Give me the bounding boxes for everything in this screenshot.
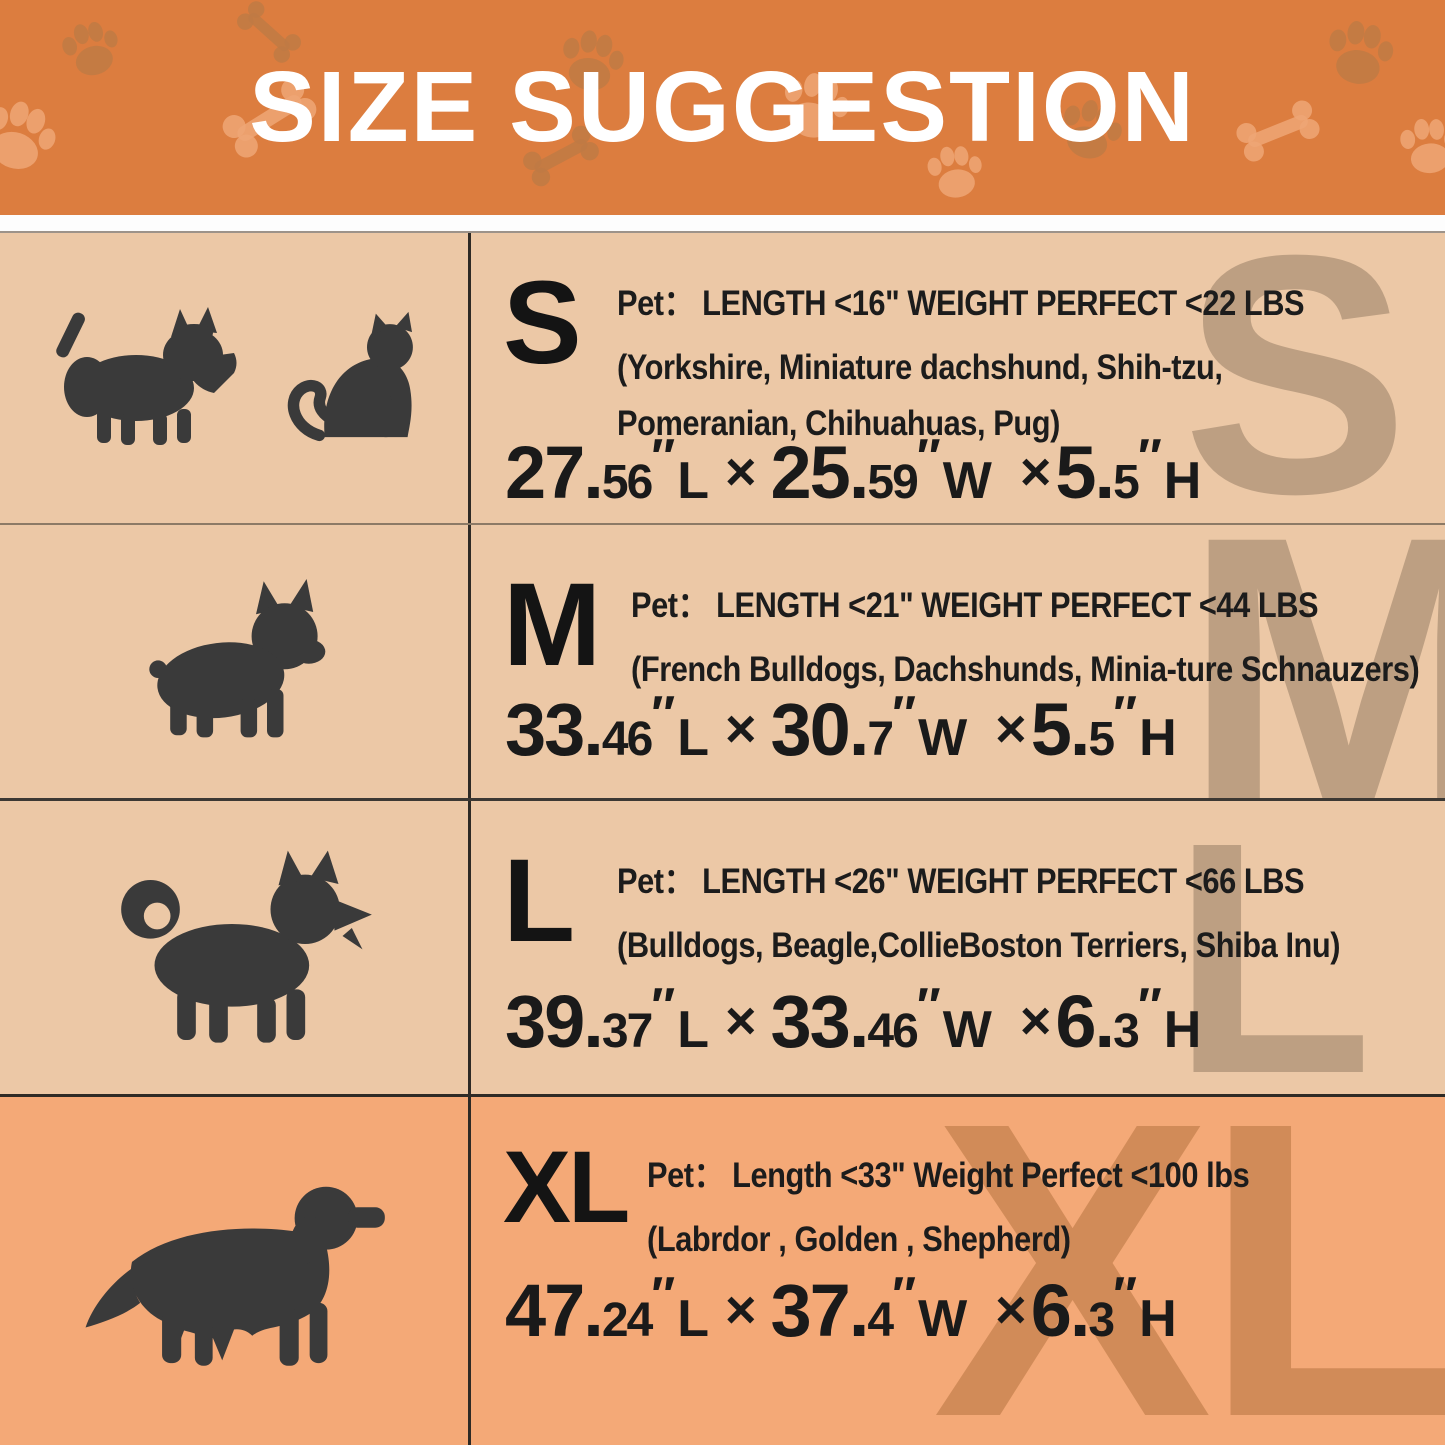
- cat-silhouette-icon: [277, 303, 427, 453]
- dimensions-line-s: 27.56″L × 25.59″W ×5.5″H: [505, 429, 1202, 514]
- paw-icon: [0, 78, 77, 191]
- pet-spec-line: Pet： LENGTH <21" WEIGHT PERFECT <44 LBS: [631, 586, 1319, 625]
- header-banner: SIZE SUGGESTION: [0, 0, 1445, 215]
- row-l-animal-cell: [0, 801, 471, 1094]
- size-letter-xl: XL: [503, 1130, 630, 1244]
- bone-icon: [224, 0, 314, 76]
- row-xl-info-cell: XL XL Pet： Length <33" Weight Perfect <1…: [471, 1097, 1445, 1445]
- pet-spec-line: Pet： LENGTH <16" WEIGHT PERFECT <22 LBS: [617, 284, 1305, 323]
- dimensions-line-l: 39.37″L × 33.46″W ×6.3″H: [505, 978, 1202, 1063]
- size-row-m: M M Pet： LENGTH <21" WEIGHT PERFECT <44 …: [0, 523, 1445, 798]
- header-divider-strip: [0, 215, 1445, 233]
- breed-line: (Yorkshire, Miniature dachshund, Shih-tz…: [617, 348, 1223, 387]
- row-l-info-cell: L L Pet： LENGTH <26" WEIGHT PERFECT <66 …: [471, 801, 1445, 1094]
- size-letter-m: M: [503, 559, 602, 691]
- dimensions-line-m: 33.46″L × 30.7″W ×5.5″H: [505, 686, 1177, 771]
- size-row-xl: XL XL Pet： Length <33" Weight Perfect <1…: [0, 1094, 1445, 1445]
- row-s-animal-cell: [0, 233, 471, 523]
- pet-spec-line: Pet： LENGTH <26" WEIGHT PERFECT <66 LBS: [617, 862, 1305, 901]
- page-title: SIZE SUGGESTION: [249, 51, 1196, 163]
- breed-line: Pomeranian, Chihuahuas, Pug): [617, 404, 1060, 443]
- shiba-inu-silhouette-icon: [92, 848, 377, 1048]
- small-dog-silhouette-icon: [41, 303, 241, 453]
- bone-icon: [205, 62, 334, 174]
- size-letter-s: S: [503, 257, 582, 389]
- pet-spec-line: Pet： Length <33" Weight Perfect <100 lbs: [647, 1156, 1250, 1195]
- french-bulldog-silhouette-icon: [119, 579, 349, 744]
- paw-icon: [1389, 105, 1445, 185]
- row-xl-animal-cell: [0, 1097, 471, 1445]
- size-row-s: S S Pet： LENGTH <16" WEIGHT PERFECT <22 …: [0, 233, 1445, 523]
- paw-icon: [1043, 81, 1139, 177]
- row-m-animal-cell: [0, 525, 471, 798]
- breed-line: (Labrdor , Golden , Shepherd): [647, 1220, 1071, 1259]
- size-row-l: L L Pet： LENGTH <26" WEIGHT PERFECT <66 …: [0, 798, 1445, 1094]
- paw-icon: [546, 14, 639, 107]
- bone-icon: [509, 113, 613, 199]
- breed-line: (French Bulldogs, Dachshunds, Minia-ture…: [631, 650, 1420, 689]
- breed-line: (Bulldogs, Beagle,CollieBoston Terriers,…: [617, 926, 1341, 965]
- dimensions-line-xl: 47.24″L × 37.4″W ×6.3″H: [505, 1267, 1177, 1352]
- golden-retriever-silhouette-icon: [77, 1169, 392, 1374]
- paw-icon: [47, 4, 135, 92]
- paw-icon: [915, 131, 994, 210]
- size-letter-l: L: [503, 835, 576, 967]
- row-m-info-cell: M M Pet： LENGTH <21" WEIGHT PERFECT <44 …: [471, 525, 1445, 798]
- paw-icon: [1313, 5, 1408, 100]
- bone-icon: [1222, 88, 1334, 174]
- row-s-info-cell: S S Pet： LENGTH <16" WEIGHT PERFECT <22 …: [471, 233, 1445, 523]
- paw-icon: [763, 53, 867, 157]
